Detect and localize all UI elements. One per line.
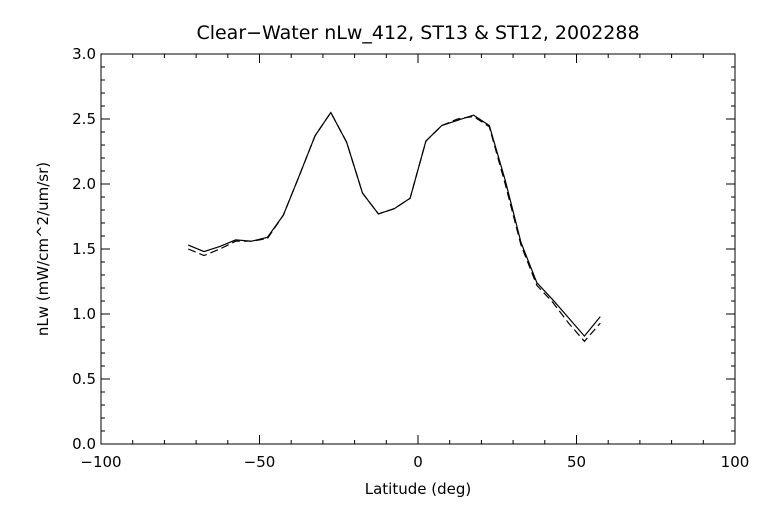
x-tick-labels: −100 −50 0 50 100 — [80, 453, 749, 471]
y-tick-label: 3.0 — [72, 45, 96, 63]
x-axis-label: Latitude (deg) — [365, 480, 471, 498]
plot-frame — [100, 53, 736, 445]
y-axis-label: nLw (mW/cm^2/um/sr) — [34, 162, 52, 336]
x-tick-label: 0 — [413, 453, 423, 471]
y-tick-label: 0.5 — [72, 370, 96, 388]
x-tick-label: −100 — [80, 453, 121, 471]
plot-axes — [100, 53, 736, 445]
x-tick-label: 100 — [721, 453, 750, 471]
y-tick-label: 1.0 — [72, 305, 96, 323]
x-tick-label: −50 — [244, 453, 276, 471]
series-layer — [187, 111, 601, 343]
y-tick-label: 2.5 — [72, 110, 96, 128]
y-tick-label: 1.5 — [72, 240, 96, 258]
series-line-solid — [187, 111, 601, 338]
chart-title: Clear−Water nLw_412, ST13 & ST12, 200228… — [196, 22, 639, 44]
series-line-dashed — [187, 111, 601, 343]
x-tick-label: 50 — [567, 453, 586, 471]
y-tick-labels: 0.0 0.5 1.0 1.5 2.0 2.5 3.0 — [72, 45, 96, 453]
y-tick-label: 0.0 — [72, 435, 96, 453]
y-tick-label: 2.0 — [72, 175, 96, 193]
